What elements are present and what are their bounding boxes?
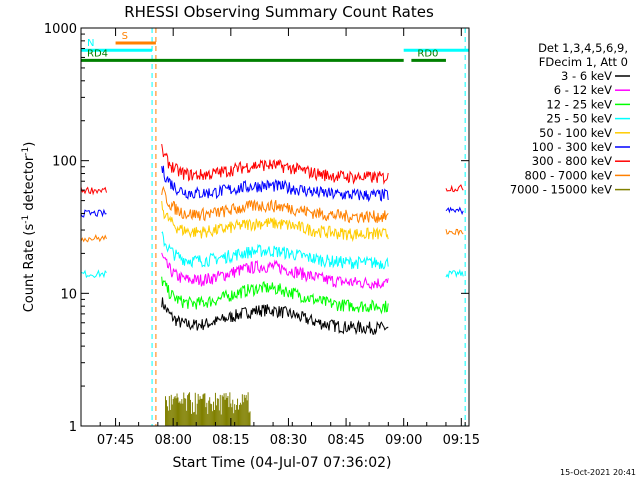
- legend-label-5: 100 - 300 keV: [532, 140, 612, 154]
- flag-label-0: S: [122, 31, 128, 42]
- y-axis-label-main: Count Rate (s: [22, 224, 37, 313]
- x-tick-label-2: 08:15: [212, 433, 249, 448]
- x-tick-label-6: 09:15: [443, 433, 480, 448]
- flag-label-1: N: [87, 38, 94, 49]
- y-tick-label-2: 100: [52, 155, 77, 170]
- legend-label-1: 6 - 12 keV: [554, 83, 612, 97]
- x-axis: 07:45 08:00 08:15 08:30 08:45 09:00 09:15: [80, 28, 480, 448]
- flag-1: N: [81, 38, 153, 52]
- y-tick-label-3: 1000: [44, 22, 77, 37]
- series-0-main-line: [161, 297, 389, 336]
- chart-title: RHESSI Observing Summary Count Rates: [124, 3, 434, 21]
- series-7-pre-line: [80, 234, 107, 243]
- y-axis-label-end: ): [22, 142, 37, 147]
- legend-label-3: 25 - 50 keV: [546, 112, 612, 126]
- flag-label-3: RD0: [417, 48, 438, 59]
- flag-4: RD4: [81, 48, 404, 62]
- y-axis: 1 10 100 1000: [44, 22, 469, 435]
- x-tick-label-4: 08:45: [327, 433, 364, 448]
- series-2: [161, 276, 389, 315]
- x-tick-label-5: 09:00: [385, 433, 422, 448]
- series-3-main-line: [161, 231, 389, 270]
- series-3-post-line: [445, 268, 464, 279]
- y-tick-label-1: 10: [60, 287, 77, 302]
- x-axis-label: Start Time (04-Jul-07 07:36:02): [172, 455, 391, 471]
- flag-label-4: RD4: [87, 48, 108, 59]
- series-6-post-line: [445, 184, 464, 193]
- series-5-post-line: [445, 206, 464, 216]
- series-6: [80, 144, 464, 196]
- flag-0: S: [115, 31, 156, 45]
- series-3-pre-line: [81, 269, 107, 279]
- series-3: [81, 231, 464, 279]
- legend-label-8: 7000 - 15000 keV: [510, 183, 612, 197]
- series-8: [165, 392, 251, 426]
- legend-header-2: FDecim 1, Att 0: [539, 55, 628, 69]
- legend-header-1: Det 1,3,4,5,6,9,: [538, 41, 628, 55]
- x-tick-label-3: 08:30: [270, 433, 307, 448]
- y-tick-label-0: 1: [69, 420, 77, 435]
- legend-label-7: 800 - 7000 keV: [524, 168, 612, 182]
- y-axis-label-mid: detector: [22, 155, 37, 215]
- series-4: [161, 201, 389, 243]
- series-2-main-line: [161, 276, 389, 315]
- plot-frame: [80, 27, 470, 427]
- series-5-pre-line: [80, 208, 107, 218]
- series-1-main-line: [161, 252, 389, 291]
- plot-area: S N RD0 RD4: [80, 28, 469, 426]
- series-7-main-line: [161, 185, 389, 224]
- legend: Det 1,3,4,5,6,9, FDecim 1, Att 0 3 - 6 k…: [510, 41, 630, 197]
- series-5: [80, 165, 464, 218]
- legend-label-0: 3 - 6 keV: [561, 69, 612, 83]
- series-1: [161, 252, 389, 291]
- footer-date: 15-Oct-2021 20:41: [560, 468, 636, 477]
- y-axis-label: Count Rate (s-1 detector-1): [21, 142, 37, 313]
- series-6-main-line: [161, 144, 389, 185]
- series-4-main-line: [161, 201, 389, 243]
- x-tick-label-1: 08:00: [154, 433, 191, 448]
- y-axis-label-sup1: -1: [21, 215, 31, 224]
- legend-label-4: 50 - 100 keV: [539, 126, 612, 140]
- series-0: [161, 297, 389, 336]
- y-axis-label-sup2: -1: [21, 147, 31, 156]
- legend-label-2: 12 - 25 keV: [546, 97, 612, 111]
- series-7-post-line: [445, 228, 464, 236]
- series-7: [80, 185, 464, 243]
- series-5-main-line: [161, 165, 389, 203]
- legend-label-6: 300 - 800 keV: [532, 154, 612, 168]
- flag-3: RD0: [411, 48, 446, 62]
- series-6-pre-line: [80, 186, 107, 196]
- x-tick-label-0: 07:45: [97, 433, 134, 448]
